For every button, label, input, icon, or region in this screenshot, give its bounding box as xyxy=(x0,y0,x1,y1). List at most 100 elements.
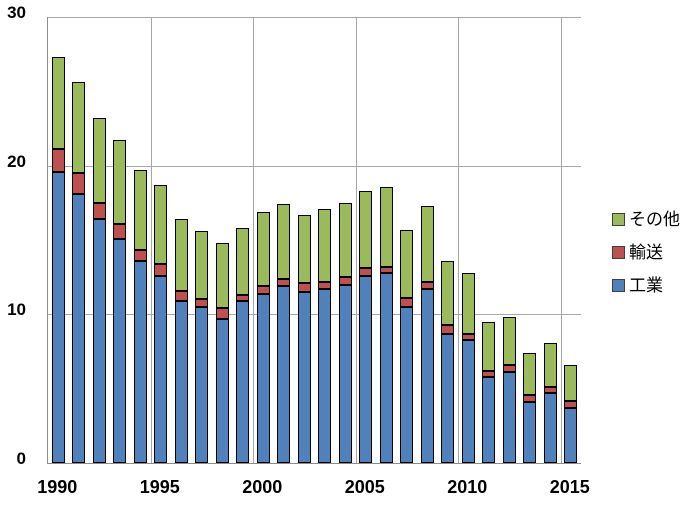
v-gridline-1995 xyxy=(150,17,152,463)
x-axis-tick-label-1990: 1990 xyxy=(37,477,78,497)
bar-2008-transport-segment xyxy=(420,281,434,290)
bar-2015-industry-segment xyxy=(564,408,578,463)
bar-2003-industry-segment xyxy=(318,289,332,463)
bar-2002-transport-segment xyxy=(297,283,311,293)
bar-1999-industry-segment xyxy=(236,300,250,463)
bar-2015-transport-segment xyxy=(564,400,578,408)
legend-item-2: 工業 xyxy=(612,275,700,296)
h-gridline-10 xyxy=(48,314,581,316)
v-gridline-2005 xyxy=(355,17,357,463)
bar-2014-transport-segment xyxy=(543,387,557,394)
bar-1997-transport-segment xyxy=(195,299,209,307)
legend-item-1: 輸送 xyxy=(612,242,700,263)
bar-2012-other-segment xyxy=(502,317,516,365)
bar-2006-industry-segment xyxy=(379,272,393,463)
legend-label: その他 xyxy=(629,210,680,229)
bar-2013-other-segment xyxy=(523,353,537,395)
bar-2006-transport-segment xyxy=(379,266,393,273)
bar-2004-other-segment xyxy=(338,202,352,278)
bar-2003-transport-segment xyxy=(318,281,332,290)
bar-2014-industry-segment xyxy=(543,393,557,463)
bar-1994-transport-segment xyxy=(133,250,147,261)
bar-2005-industry-segment xyxy=(359,275,373,463)
x-axis-tick-label-2000: 2000 xyxy=(242,477,283,497)
bar-1994-other-segment xyxy=(133,170,147,251)
bar-2012-transport-segment xyxy=(502,364,516,373)
h-gridline-30 xyxy=(48,17,581,18)
bar-1996-transport-segment xyxy=(174,290,188,301)
legend-label: 輸送 xyxy=(629,243,663,262)
bar-1994-industry-segment xyxy=(133,260,147,463)
bar-1995-industry-segment xyxy=(154,275,168,463)
bar-1996-other-segment xyxy=(174,219,188,291)
bar-2007-industry-segment xyxy=(400,306,414,463)
bar-2013-transport-segment xyxy=(523,394,537,403)
bar-2010-transport-segment xyxy=(461,333,475,340)
bar-2011-industry-segment xyxy=(482,376,496,463)
bar-1999-other-segment xyxy=(236,228,250,296)
bar-2009-transport-segment xyxy=(441,324,455,334)
bar-1997-other-segment xyxy=(195,231,209,300)
legend-item-0: その他 xyxy=(612,209,700,230)
bar-2004-industry-segment xyxy=(338,284,352,463)
legend-label: 工業 xyxy=(629,276,663,295)
bar-2009-industry-segment xyxy=(441,333,455,463)
bar-1990-industry-segment xyxy=(51,171,65,463)
bar-1996-industry-segment xyxy=(174,300,188,463)
bar-1993-other-segment xyxy=(113,140,127,224)
bar-2014-other-segment xyxy=(543,342,557,388)
legend-swatch-icon xyxy=(612,213,625,226)
bar-2011-transport-segment xyxy=(482,370,496,377)
bar-1998-other-segment xyxy=(215,242,229,309)
bar-1991-other-segment xyxy=(72,82,86,174)
bar-2009-other-segment xyxy=(441,260,455,325)
legend: その他 輸送 工業 xyxy=(612,209,700,308)
bar-2005-other-segment xyxy=(359,190,373,269)
v-gridline-2000 xyxy=(253,17,254,463)
bar-1993-transport-segment xyxy=(113,223,127,239)
bar-1995-transport-segment xyxy=(154,263,168,276)
x-axis-tick-label-2005: 2005 xyxy=(344,477,385,497)
bar-2010-industry-segment xyxy=(461,339,475,463)
bar-2002-industry-segment xyxy=(297,292,311,463)
y-axis-tick-label-0: 0 xyxy=(16,449,26,468)
bar-1997-industry-segment xyxy=(195,306,209,463)
legend-swatch-icon xyxy=(612,279,625,292)
x-axis-tick-label-2015: 2015 xyxy=(549,477,590,497)
bar-1993-industry-segment xyxy=(113,238,127,463)
y-axis-tick-label-20: 20 xyxy=(7,151,26,171)
v-gridline-2010 xyxy=(458,17,459,463)
x-axis-tick-label-2010: 2010 xyxy=(447,477,488,497)
h-gridline-20 xyxy=(48,165,581,167)
bar-1998-industry-segment xyxy=(215,318,229,463)
bar-2007-other-segment xyxy=(400,229,414,298)
y-axis-tick-label-10: 10 xyxy=(7,300,26,320)
bar-1991-transport-segment xyxy=(72,173,86,194)
bar-2001-other-segment xyxy=(277,204,291,279)
bar-2001-industry-segment xyxy=(277,286,291,463)
bar-1992-other-segment xyxy=(92,118,106,203)
bar-1998-transport-segment xyxy=(215,308,229,319)
bar-1999-transport-segment xyxy=(236,295,250,301)
legend-swatch-icon xyxy=(612,246,625,259)
bar-2000-industry-segment xyxy=(256,293,270,463)
bar-1992-transport-segment xyxy=(92,202,106,220)
bar-2007-transport-segment xyxy=(400,298,414,307)
bar-2004-transport-segment xyxy=(338,277,352,285)
bar-2013-industry-segment xyxy=(523,402,537,463)
bar-2011-other-segment xyxy=(482,321,496,371)
bar-2010-other-segment xyxy=(461,272,475,334)
bar-1990-transport-segment xyxy=(51,149,65,172)
bar-2008-other-segment xyxy=(420,205,434,282)
bar-2012-industry-segment xyxy=(502,372,516,463)
bar-2001-transport-segment xyxy=(277,278,291,287)
bar-2003-other-segment xyxy=(318,208,332,282)
x-axis-tick-label-1995: 1995 xyxy=(139,477,180,497)
bar-2005-transport-segment xyxy=(359,268,373,276)
bar-1990-other-segment xyxy=(51,57,65,150)
y-axis-tick-label-30: 30 xyxy=(7,3,26,22)
bar-1992-industry-segment xyxy=(92,219,106,463)
v-gridline-2015 xyxy=(560,17,562,463)
bar-2000-transport-segment xyxy=(256,286,270,294)
